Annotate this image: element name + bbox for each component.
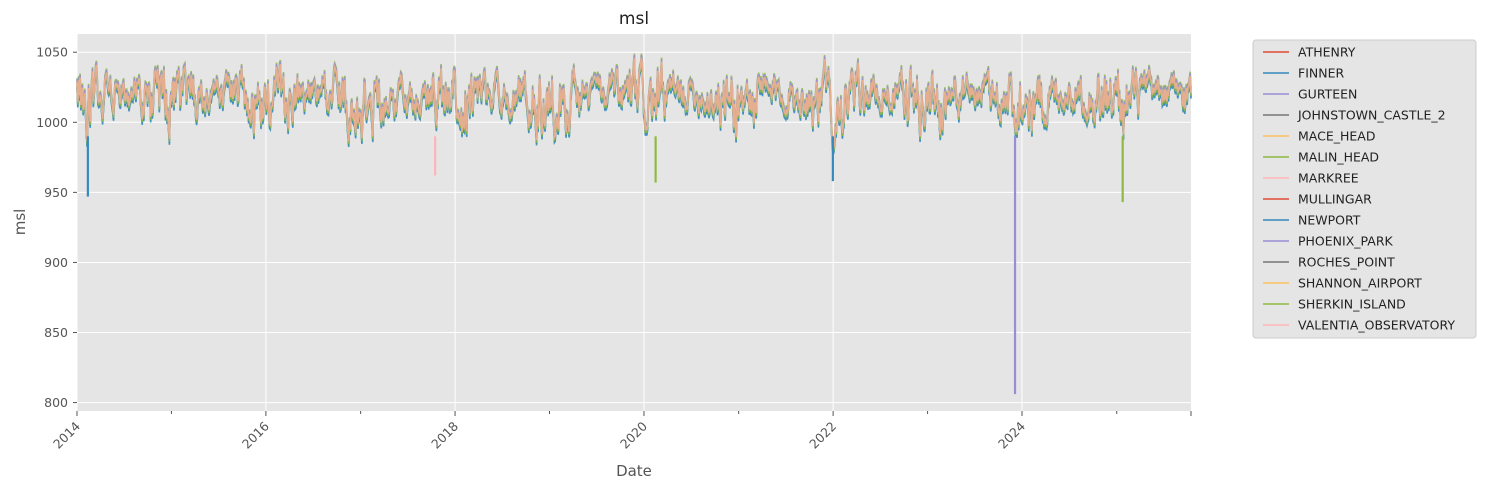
y-tick-label: 850 — [44, 325, 68, 340]
x-tick-label: 2016 — [239, 418, 272, 451]
x-tick-label: 2024 — [995, 418, 1028, 451]
legend-label: ATHENRY — [1298, 45, 1356, 60]
legend-label: SHANNON_AIRPORT — [1298, 276, 1422, 291]
x-tick-label: 2022 — [806, 419, 839, 452]
legend-label: MALIN_HEAD — [1298, 150, 1379, 165]
legend-label: MARKREE — [1298, 171, 1359, 186]
x-tick-label: 2020 — [617, 418, 650, 451]
legend-label: JOHNSTOWN_CASTLE_2 — [1297, 108, 1446, 123]
data-lines — [76, 53, 1192, 395]
y-axis-title: msl — [11, 209, 29, 236]
legend-label: NEWPORT — [1298, 213, 1361, 228]
series-line-valentia-observatory — [76, 57, 1192, 153]
legend-label: FINNER — [1298, 66, 1344, 81]
x-tick-label: 2018 — [428, 418, 461, 451]
legend-label: MULLINGAR — [1298, 192, 1372, 207]
y-tick-label: 1000 — [36, 115, 68, 130]
x-tick-label: 2014 — [50, 418, 83, 451]
y-tick-label: 800 — [44, 395, 68, 410]
legend-label: VALENTIA_OBSERVATORY — [1298, 318, 1455, 333]
legend-label: MACE_HEAD — [1298, 129, 1375, 144]
y-tick-label: 950 — [44, 185, 68, 200]
legend-label: PHOENIX_PARK — [1298, 234, 1393, 249]
legend-label: SHERKIN_ISLAND — [1298, 297, 1406, 312]
y-tick-label: 900 — [44, 255, 68, 270]
legend-box — [1252, 39, 1477, 339]
legend-label: ROCHES_POINT — [1298, 255, 1395, 270]
legend-label: GURTEEN — [1298, 87, 1357, 102]
y-tick-label: 1050 — [36, 45, 68, 60]
chart-title: msl — [619, 9, 649, 29]
legend: ATHENRY FINNER GURTEEN JOHNSTOWN_CASTLE_2 MA… — [1252, 39, 1477, 339]
x-axis-title: Date — [616, 462, 652, 480]
